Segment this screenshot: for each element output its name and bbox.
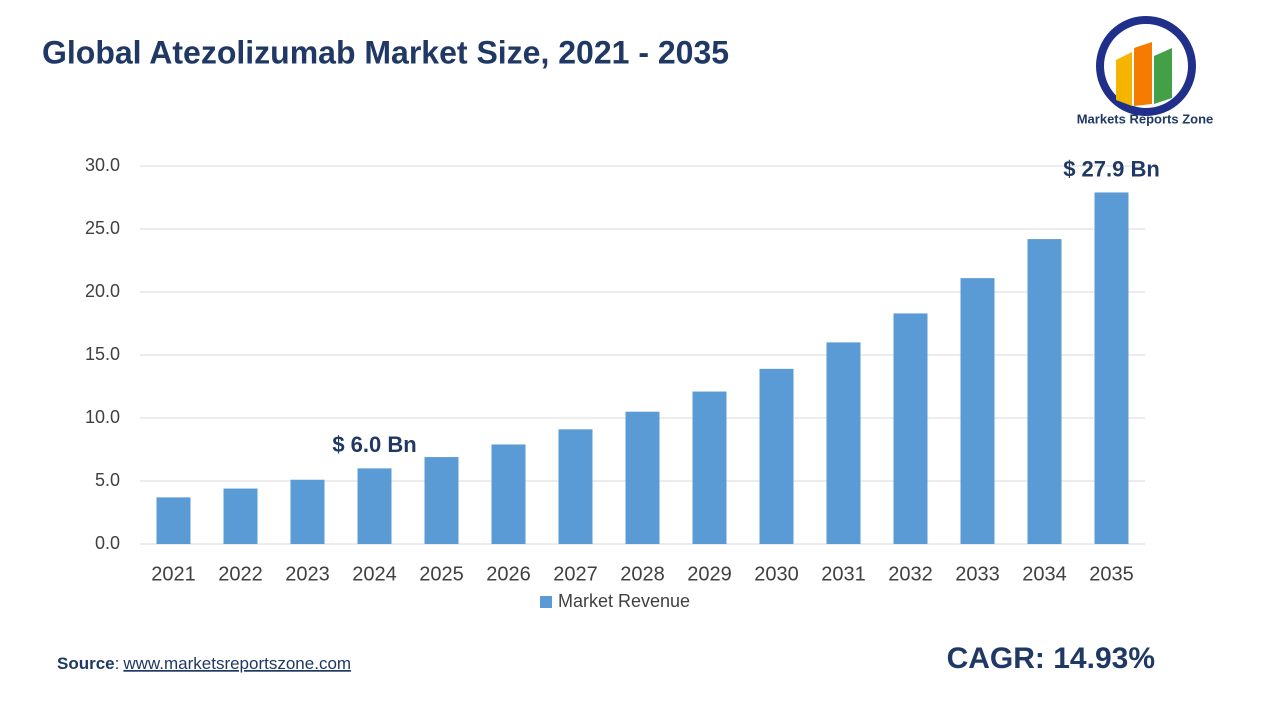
logo-text: Markets Reports Zone	[1077, 111, 1214, 126]
x-tick-label: 2024	[352, 563, 397, 585]
x-tick-label: 2035	[1089, 563, 1134, 585]
bar	[223, 488, 258, 544]
plot: 0.0 5.0 10.0 15.0 20.0 25.0 30.0 2021 2022 2023 20…	[85, 155, 1160, 611]
legend-swatch	[540, 596, 552, 608]
x-tick-label: 2033	[955, 563, 1000, 585]
logo: Markets Reports Zone	[1077, 16, 1214, 126]
y-tick-label: 20.0	[85, 281, 120, 301]
logo-bar	[1134, 42, 1152, 106]
x-tick-label: 2022	[218, 563, 263, 585]
chart-title: Global Atezolizumab Market Size, 2021 - …	[42, 34, 729, 70]
y-tick-label: 25.0	[85, 218, 120, 238]
x-tick-label: 2029	[687, 563, 732, 585]
x-tick-label: 2027	[553, 563, 598, 585]
bar	[625, 411, 660, 544]
x-tick-label: 2031	[821, 563, 866, 585]
data-label: $ 6.0 Bn	[332, 432, 416, 457]
source-label: Source	[57, 654, 115, 673]
y-tick-label: 10.0	[85, 407, 120, 427]
bar	[826, 342, 861, 544]
bar	[424, 457, 459, 544]
x-tick-label: 2021	[151, 563, 196, 585]
bar	[759, 368, 794, 544]
source: Source: www.marketsreportszone.com	[57, 654, 351, 673]
data-label: $ 27.9 Bn	[1063, 156, 1160, 181]
bar	[357, 468, 392, 544]
bar	[1094, 192, 1129, 544]
y-tick-label: 5.0	[95, 470, 120, 490]
logo-bar	[1116, 52, 1132, 106]
bar	[156, 497, 191, 544]
source-url[interactable]: www.marketsreportszone.com	[122, 654, 351, 673]
bar	[692, 391, 727, 544]
legend-label: Market Revenue	[558, 591, 690, 611]
bar	[893, 313, 928, 544]
logo-bar	[1154, 48, 1172, 104]
cagr: CAGR: 14.93%	[947, 642, 1155, 675]
bar	[290, 479, 325, 544]
x-tick-label: 2026	[486, 563, 531, 585]
y-tick-label: 15.0	[85, 344, 120, 364]
x-tick-label: 2023	[285, 563, 330, 585]
x-tick-label: 2032	[888, 563, 933, 585]
source-separator: :	[115, 654, 120, 673]
y-tick-label: 0.0	[95, 533, 120, 553]
x-tick-label: 2025	[419, 563, 464, 585]
logo-ring	[1096, 16, 1196, 116]
x-tick-label: 2030	[754, 563, 799, 585]
bar	[491, 444, 526, 544]
bar	[960, 278, 995, 544]
y-tick-label: 30.0	[85, 155, 120, 175]
x-tick-label: 2028	[620, 563, 665, 585]
bar	[558, 429, 593, 544]
x-tick-label: 2034	[1022, 563, 1067, 585]
bar	[1027, 239, 1062, 544]
